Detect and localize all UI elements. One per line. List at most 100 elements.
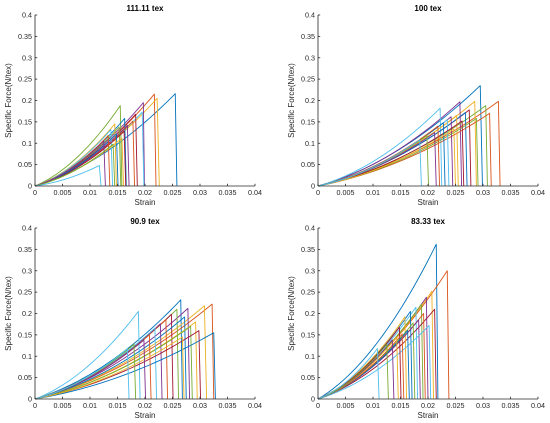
x-tick-label: 0.03 bbox=[193, 188, 207, 197]
series-group bbox=[317, 85, 501, 187]
chart-panel-1: 0 0.005 0.01 0.015 0.02 0.025 0.03 0.035 0.04 0 0.… bbox=[4, 4, 262, 207]
series-line bbox=[317, 101, 462, 187]
x-tick-label: 0.005 bbox=[54, 401, 72, 410]
series-line bbox=[34, 165, 102, 187]
x-tick-label: 0.025 bbox=[447, 188, 465, 197]
x-tick-label: 0 bbox=[316, 401, 320, 410]
y-tick-label: 0.35 bbox=[18, 32, 32, 41]
x-tick-label: 0.02 bbox=[138, 188, 152, 197]
x-tick-label: 0.025 bbox=[447, 401, 465, 410]
y-tick-label: 0.4 bbox=[305, 224, 315, 233]
y-axis-label: Specific Force(N/tex) bbox=[287, 276, 296, 351]
series-line bbox=[317, 325, 432, 400]
y-tick-label: 0.1 bbox=[22, 352, 32, 361]
x-tick-label: 0.005 bbox=[54, 188, 72, 197]
x-tick-label: 0.015 bbox=[109, 401, 127, 410]
x-tick-label: 0.04 bbox=[531, 188, 545, 197]
y-tick-label: 0.05 bbox=[18, 373, 32, 382]
x-tick-label: 0 bbox=[33, 401, 37, 410]
x-tick-label: 0.02 bbox=[421, 188, 435, 197]
y-tick-label: 0.25 bbox=[18, 288, 32, 297]
y-tick-label: 0 bbox=[311, 182, 315, 191]
x-tick-label: 0.03 bbox=[476, 188, 490, 197]
x-tick-label: 0.025 bbox=[164, 188, 182, 197]
y-tick-label: 0.1 bbox=[305, 139, 315, 148]
y-tick-label: 0.1 bbox=[22, 139, 32, 148]
x-axis-label: Strain bbox=[135, 198, 156, 207]
x-tick-label: 0.035 bbox=[502, 188, 520, 197]
chart-panel-4: 0 0.005 0.01 0.015 0.02 0.025 0.03 0.035 0.04 0 0.… bbox=[287, 217, 545, 420]
y-tick-label: 0.15 bbox=[18, 330, 32, 339]
x-tick-label: 0 bbox=[33, 188, 37, 197]
y-axis-label: Specific Force(N/tex) bbox=[287, 63, 296, 138]
y-tick-label: 0 bbox=[28, 182, 32, 191]
series-line bbox=[34, 348, 130, 400]
y-axis-label: Specific Force(N/tex) bbox=[4, 63, 13, 138]
series-line bbox=[317, 348, 380, 400]
y-tick-label: 0.15 bbox=[18, 117, 32, 126]
y-axis-label: Specific Force(N/tex) bbox=[4, 276, 13, 351]
y-tick-label: 0.2 bbox=[305, 309, 315, 318]
x-tick-label: 0.04 bbox=[248, 188, 262, 197]
y-tick-label: 0.05 bbox=[301, 373, 315, 382]
x-tick-label: 0.01 bbox=[83, 188, 97, 197]
chart-title: 111.11 tex bbox=[127, 4, 164, 13]
series-line bbox=[34, 105, 123, 187]
series-line bbox=[317, 128, 456, 187]
y-tick-label: 0.2 bbox=[305, 96, 315, 105]
y-tick-label: 0.25 bbox=[301, 288, 315, 297]
x-tick-label: 0.015 bbox=[392, 188, 410, 197]
y-tick-label: 0.35 bbox=[18, 245, 32, 254]
series-line bbox=[34, 140, 106, 187]
series-line bbox=[34, 336, 185, 400]
x-tick-label: 0.015 bbox=[392, 401, 410, 410]
series-line bbox=[34, 299, 183, 400]
y-tick-label: 0.25 bbox=[18, 75, 32, 84]
y-tick-label: 0.05 bbox=[301, 160, 315, 169]
x-tick-label: 0.01 bbox=[366, 188, 380, 197]
y-tick-label: 0.3 bbox=[305, 53, 315, 62]
y-tick-label: 0.4 bbox=[22, 11, 32, 20]
x-tick-label: 0.035 bbox=[219, 188, 237, 197]
x-tick-label: 0.01 bbox=[83, 401, 97, 410]
x-tick-label: 0.025 bbox=[164, 401, 182, 410]
x-tick-label: 0.015 bbox=[109, 188, 127, 197]
series-group bbox=[34, 93, 178, 187]
y-tick-label: 0.2 bbox=[22, 309, 32, 318]
y-tick-label: 0.35 bbox=[301, 245, 315, 254]
x-tick-label: 0.04 bbox=[531, 401, 545, 410]
chart-title: 100 tex bbox=[414, 4, 442, 13]
y-tick-label: 0.3 bbox=[22, 266, 32, 275]
y-tick-label: 0.4 bbox=[22, 224, 32, 233]
chart-title: 83.33 tex bbox=[411, 217, 445, 226]
series-line bbox=[34, 310, 141, 400]
x-axis-label: Strain bbox=[418, 198, 439, 207]
y-tick-label: 0.15 bbox=[301, 330, 315, 339]
x-tick-label: 0.035 bbox=[502, 401, 520, 410]
y-tick-label: 0.05 bbox=[18, 160, 32, 169]
x-tick-label: 0.005 bbox=[337, 188, 355, 197]
x-axis-label: Strain bbox=[135, 411, 156, 420]
y-tick-label: 0.25 bbox=[301, 75, 315, 84]
series-line bbox=[317, 243, 439, 400]
chart-panel-3: 0 0.005 0.01 0.015 0.02 0.025 0.03 0.035 0.04 0 0.… bbox=[4, 217, 262, 420]
series-group bbox=[34, 299, 216, 400]
y-tick-label: 0 bbox=[28, 395, 32, 404]
x-tick-label: 0.01 bbox=[366, 401, 380, 410]
y-tick-label: 0.4 bbox=[305, 11, 315, 20]
y-tick-label: 0.3 bbox=[305, 266, 315, 275]
x-tick-label: 0 bbox=[316, 188, 320, 197]
series-line bbox=[34, 325, 193, 400]
y-tick-label: 0.3 bbox=[22, 53, 32, 62]
x-tick-label: 0.03 bbox=[476, 401, 490, 410]
chart-title: 90.9 tex bbox=[130, 217, 160, 226]
x-tick-label: 0.04 bbox=[248, 401, 262, 410]
x-tick-label: 0.005 bbox=[337, 401, 355, 410]
x-tick-label: 0.035 bbox=[219, 401, 237, 410]
y-tick-label: 0 bbox=[311, 395, 315, 404]
y-tick-label: 0.2 bbox=[22, 96, 32, 105]
x-tick-label: 0.03 bbox=[193, 401, 207, 410]
y-tick-label: 0.35 bbox=[301, 32, 315, 41]
chart-panel-2: 0 0.005 0.01 0.015 0.02 0.025 0.03 0.035 0.04 0 0.… bbox=[287, 4, 545, 207]
